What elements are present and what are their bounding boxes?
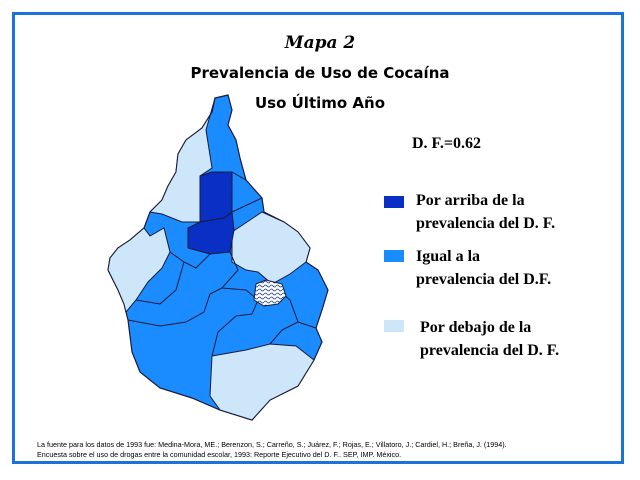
legend-label-above: Por arriba de la prevalencia del D. F. <box>416 192 556 232</box>
region-below-west <box>107 227 171 314</box>
df-prevalence-value: D. F.=0.62 <box>412 135 481 152</box>
source-citation: La fuente para los datos de 1993 fue: Me… <box>37 440 617 460</box>
map-number-label: Mapa 2 <box>284 33 356 53</box>
region-above-cuauhtemoc <box>199 171 233 223</box>
legend-swatch-below <box>384 320 404 332</box>
legend-swatch-equal <box>384 250 404 262</box>
source-line-2: Encuesta sobre el uso de drogas entre la… <box>37 450 402 459</box>
region-above-benito-juarez <box>187 211 235 255</box>
legend-label-below: Por debajo de la prevalencia del D. F. <box>420 319 560 359</box>
region-below-east <box>231 211 311 285</box>
region-below-north <box>148 97 216 223</box>
map-title: Prevalencia de Uso de Cocaína <box>190 64 450 82</box>
legend-swatch-above <box>384 196 404 208</box>
map-subtitle: Uso Último Año <box>254 94 386 112</box>
slide-frame <box>12 12 624 464</box>
lake-hatched-area <box>253 279 287 307</box>
legend-label-equal: Igual a la prevalencia del D.F. <box>416 248 552 288</box>
source-line-1: La fuente para los datos de 1993 fue: Me… <box>37 440 507 449</box>
region-below-south <box>209 343 315 421</box>
